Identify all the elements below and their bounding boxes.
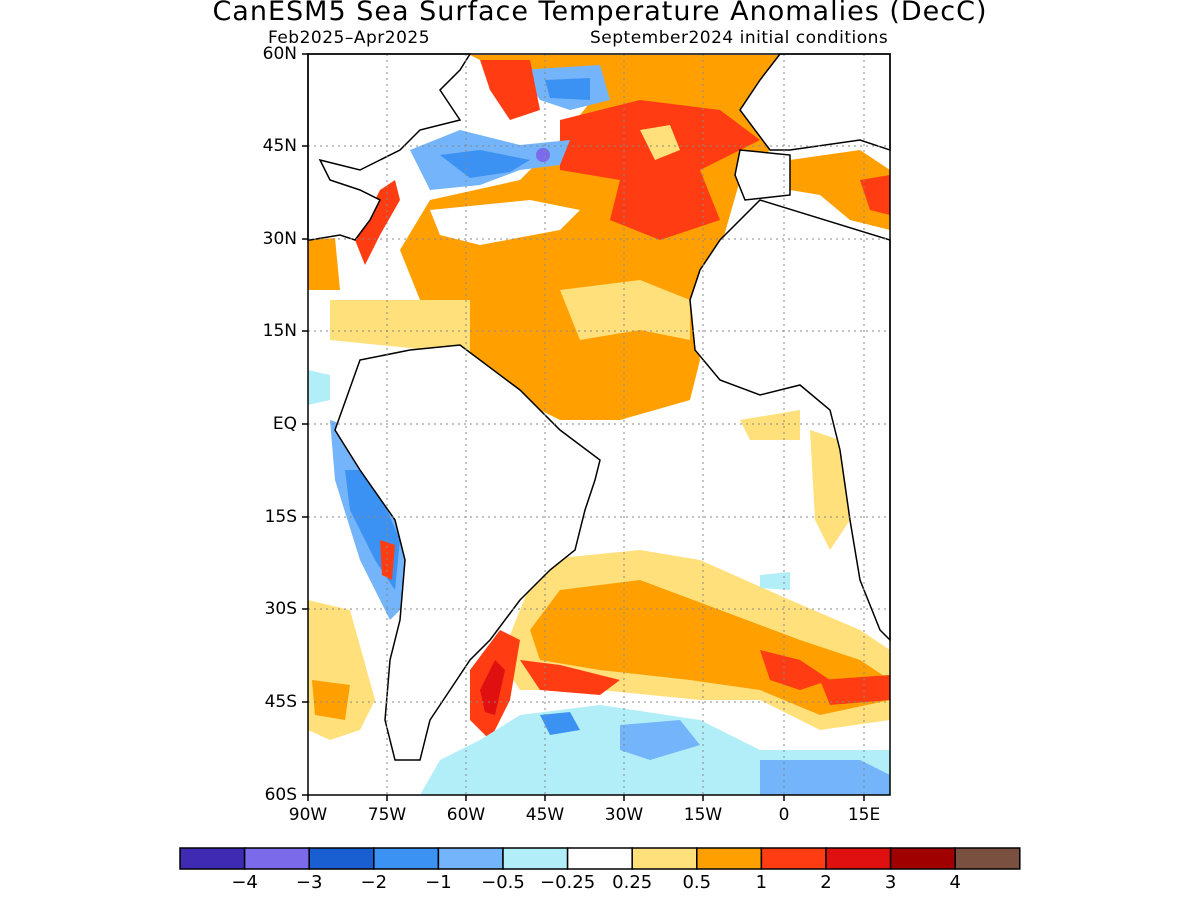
colorbar-label: 1 bbox=[755, 872, 768, 893]
gulf-warm bbox=[308, 238, 340, 290]
colorbar-swatch bbox=[179, 847, 246, 870]
mediterranean-warm bbox=[790, 150, 890, 230]
lat-tick-60s: 60S bbox=[264, 785, 297, 805]
colorbar-label: −0.5 bbox=[481, 872, 525, 893]
colorbar bbox=[179, 847, 1021, 870]
colorbar-swatch bbox=[373, 847, 440, 870]
lon-tick-75w: 75W bbox=[367, 805, 407, 825]
colorbar-swatch bbox=[308, 847, 375, 870]
colorbar-label: 3 bbox=[884, 872, 897, 893]
coastlines bbox=[307, 53, 891, 761]
initial-conditions: September2024 initial conditions bbox=[590, 28, 889, 48]
colorbar-label: −3 bbox=[295, 872, 323, 893]
lon-tick-15w: 15W bbox=[683, 805, 723, 825]
colorbar-swatch bbox=[502, 847, 569, 870]
europe-outline bbox=[739, 53, 891, 152]
lat-tick-45n: 45N bbox=[262, 136, 297, 156]
colorbar-swatch bbox=[437, 847, 504, 870]
colorbar-swatch bbox=[243, 847, 310, 870]
lat-tick-15n: 15N bbox=[262, 321, 297, 341]
labrador-blue-core bbox=[440, 150, 530, 178]
africa-outline bbox=[689, 199, 891, 642]
colorbar-label: 0.5 bbox=[682, 872, 712, 893]
colorbar-label: −4 bbox=[231, 872, 258, 893]
lat-tick-15s: 15S bbox=[264, 507, 297, 527]
forecast-period: Feb2025–Apr2025 bbox=[268, 28, 431, 48]
white-patch-central bbox=[640, 125, 680, 160]
colorbar-label: 2 bbox=[820, 872, 832, 893]
colorbar-swatch bbox=[825, 847, 892, 870]
benguela-yellow bbox=[810, 430, 850, 550]
iberia-outline bbox=[734, 149, 791, 201]
colorbar-label: 4 bbox=[949, 872, 961, 893]
colorbar-swatch bbox=[631, 847, 698, 870]
colorbar-label: −2 bbox=[360, 872, 388, 893]
lat-tick-30n: 30N bbox=[262, 229, 297, 249]
north-america-outline bbox=[307, 53, 472, 241]
lon-tick-45w: 45W bbox=[525, 805, 565, 825]
colorbar-swatch bbox=[696, 847, 763, 870]
north-atlantic-yellow-band bbox=[330, 300, 470, 360]
lat-tick-60n: 60N bbox=[262, 44, 297, 64]
south-america-outline bbox=[334, 344, 601, 761]
colorbar-label: 0.25 bbox=[612, 872, 653, 893]
map-title: CanESM5 Sea Surface Temperature Anomalie… bbox=[212, 0, 988, 27]
colorbar-label: −1 bbox=[425, 872, 452, 893]
colorbar-swatch bbox=[954, 847, 1021, 870]
lat-tick-45s: 45S bbox=[264, 692, 297, 712]
lon-tick-0: 0 bbox=[778, 805, 790, 825]
lat-tick-30s: 30S bbox=[264, 599, 297, 619]
colorbar-swatch bbox=[760, 847, 827, 870]
lon-tick-15e: 15E bbox=[847, 805, 881, 825]
lon-tick-90w: 90W bbox=[288, 805, 328, 825]
midlatitude-red-core bbox=[560, 100, 760, 240]
graticule bbox=[308, 54, 890, 795]
lon-tick-60w: 60W bbox=[446, 805, 486, 825]
lon-tick-30w: 30W bbox=[604, 805, 644, 825]
white-patch-north bbox=[430, 200, 580, 245]
colorbar-swatch bbox=[889, 847, 956, 870]
lat-tick-eq: EQ bbox=[272, 414, 297, 434]
colorbar-label: −0.25 bbox=[540, 872, 596, 893]
us-coast-warm bbox=[355, 180, 400, 265]
central-atlantic-yellow bbox=[560, 280, 690, 340]
colorbar-swatch bbox=[566, 847, 633, 870]
